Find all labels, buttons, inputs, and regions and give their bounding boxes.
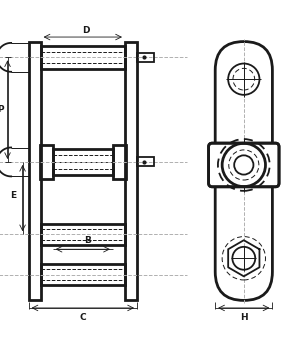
Bar bbox=[125, 41, 137, 300]
Text: H: H bbox=[240, 313, 248, 322]
Bar bbox=[29, 41, 41, 300]
FancyBboxPatch shape bbox=[209, 143, 279, 187]
Text: B: B bbox=[84, 236, 91, 245]
Bar bbox=[40, 145, 53, 179]
Bar bbox=[137, 158, 154, 166]
Bar bbox=[113, 145, 126, 179]
Text: E: E bbox=[11, 191, 17, 200]
Bar bbox=[137, 53, 154, 62]
Text: P: P bbox=[0, 105, 4, 114]
Bar bbox=[53, 149, 113, 175]
Text: C: C bbox=[79, 313, 86, 322]
Bar bbox=[41, 46, 125, 69]
Bar bbox=[41, 224, 125, 245]
Text: D: D bbox=[82, 26, 89, 35]
Bar bbox=[41, 264, 125, 285]
